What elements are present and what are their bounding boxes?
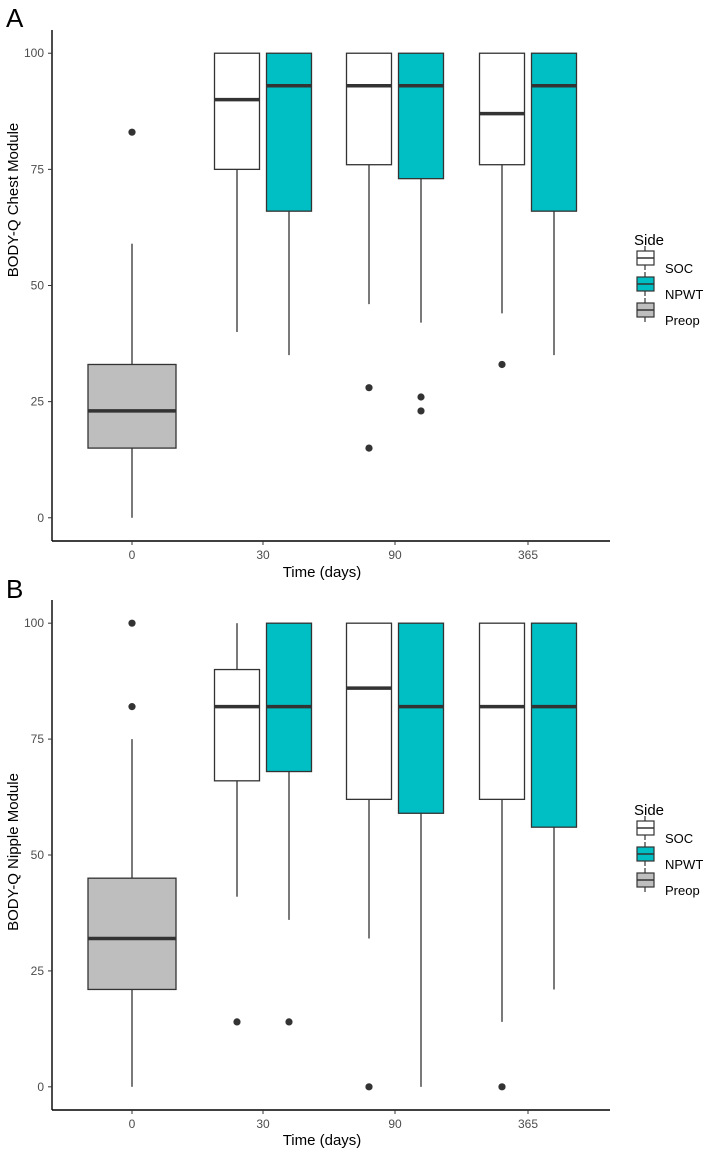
panel-a-y-tick-label: 75 xyxy=(31,162,45,176)
panel-a-x-tick-label: 90 xyxy=(388,548,402,562)
panel-b-legend-key-preop xyxy=(636,868,655,892)
panel-a-soc-30-box-group xyxy=(213,52,261,332)
panel-b-y-tick-label: 0 xyxy=(37,1080,44,1094)
panel-b-preop-0-outlier xyxy=(128,703,136,711)
panel-b-npwt-90-box xyxy=(397,622,445,814)
panel-a-npwt-30-box-group xyxy=(265,52,313,356)
panel-b-x-tick-label: 30 xyxy=(256,1117,270,1131)
panel-b-y-tick-label: 25 xyxy=(31,964,45,978)
panel-a-preop-0-box xyxy=(87,363,177,449)
panel-b-soc-90-box-group xyxy=(345,622,393,1091)
panel-b-y-tick-label: 100 xyxy=(24,616,44,630)
panel-a-soc-365-box-group xyxy=(478,52,526,369)
panel-b-y-tick-label: 75 xyxy=(31,732,45,746)
panel-a-legend-label-npwt: NPWT xyxy=(665,287,703,302)
panel-a-legend-key-preop xyxy=(636,298,655,322)
panel-b-soc-365-outlier xyxy=(498,1083,506,1091)
panel-a-x-axis-title: Time (days) xyxy=(283,564,362,581)
panel-b-soc-30-outlier xyxy=(233,1018,241,1026)
panel-a-soc-365-outlier xyxy=(498,360,506,369)
panel-a-soc-90-box xyxy=(345,52,393,166)
panel-a-soc-90-outlier xyxy=(365,444,373,452)
panel-a-npwt-90-outlier xyxy=(417,407,425,415)
panel-b-legend-key-npwt xyxy=(636,842,655,866)
panel-a-npwt-365-box xyxy=(530,52,578,212)
panel-a-legend-key-npwt xyxy=(636,272,655,296)
panel-b-npwt-365-box xyxy=(530,622,578,828)
panel-a-npwt-90-box xyxy=(397,52,445,180)
panel-a-legend-label-preop: Preop xyxy=(665,313,700,328)
panel-b-npwt-30-outlier xyxy=(285,1018,293,1026)
panel-b-soc-30-box xyxy=(213,668,261,782)
panel-a-y-tick-label: 0 xyxy=(37,511,44,525)
panel-a-npwt-90-outlier xyxy=(417,393,425,401)
panel-a-plot: 0 25 50 75 100 0 30 90 365 xyxy=(24,30,655,562)
panel-b-x-tick-label: 90 xyxy=(388,1117,402,1131)
plots-layer: 0 25 50 75 100 0 30 90 365 0 25 50 75 100 0 30 90 365 xyxy=(24,30,655,1131)
panel-a-soc-90-box-group xyxy=(345,52,393,452)
panel-b-soc-365-box xyxy=(478,622,526,801)
panel-a-y-axis-title: BODY-Q Chest Module xyxy=(5,123,22,278)
panel-b-legend-key-soc xyxy=(636,816,655,840)
panel-a-x-tick-label: 30 xyxy=(256,548,270,562)
panel-a-x-tick-label: 365 xyxy=(518,548,538,562)
panel-a-legend-key-soc xyxy=(636,246,655,270)
panel-b-x-tick-label: 0 xyxy=(129,1117,136,1131)
panel-b-legend-title: Side xyxy=(634,802,664,819)
panel-b-npwt-30-box-group xyxy=(265,622,313,1026)
panel-a-npwt-30-box xyxy=(265,52,313,212)
panel-b-soc-90-outlier xyxy=(365,1083,373,1091)
panel-a-x-tick-label: 0 xyxy=(129,548,136,562)
panel-a-soc-30-box xyxy=(213,52,261,171)
panel-b-soc-365-box-group xyxy=(478,622,526,1091)
panel-a-legend-title: Side xyxy=(634,232,664,249)
panel-a-y-tick-label: 100 xyxy=(24,46,44,60)
panel-b-soc-30-box-group xyxy=(213,623,261,1026)
panel-b-preop-0-box xyxy=(87,877,177,991)
panel-b-y-tick-label: 50 xyxy=(31,848,45,862)
panel-b-legend-label-soc: SOC xyxy=(665,831,693,846)
panel-a-preop-0-outlier xyxy=(128,128,136,136)
panel-b-y-axis-title: BODY-Q Nipple Module xyxy=(5,773,22,931)
panel-b-legend-label-npwt: NPWT xyxy=(665,857,703,872)
panel-a-npwt-90-box-group xyxy=(397,52,445,415)
panel-b-preop-0-box-group xyxy=(87,619,177,1087)
panel-a-preop-0-box-group xyxy=(87,128,177,518)
panel-a-soc-90-outlier xyxy=(365,384,373,392)
panel-b-x-tick-label: 365 xyxy=(518,1117,538,1131)
panel-a-legend-label-soc: SOC xyxy=(665,261,693,276)
panel-b-x-axis-title: Time (days) xyxy=(283,1132,362,1149)
panel-b-preop-0-outlier xyxy=(128,619,136,627)
panel-a-soc-365-box xyxy=(478,52,526,166)
panel-b-npwt-365-box-group xyxy=(530,622,578,990)
panel-b-label: B xyxy=(6,574,23,604)
panel-b-plot: 0 25 50 75 100 0 30 90 365 xyxy=(24,600,655,1131)
panel-b-soc-90-box xyxy=(345,622,393,801)
panel-a-npwt-365-box-group xyxy=(530,52,578,356)
panel-b-legend-label-preop: Preop xyxy=(665,883,700,898)
panel-b-npwt-90-box-group xyxy=(397,622,445,1087)
panel-a-y-tick-label: 50 xyxy=(31,279,45,293)
panel-a-y-tick-label: 25 xyxy=(31,395,45,409)
panel-a-label: A xyxy=(6,3,24,33)
panel-b-npwt-30-box xyxy=(265,622,313,773)
